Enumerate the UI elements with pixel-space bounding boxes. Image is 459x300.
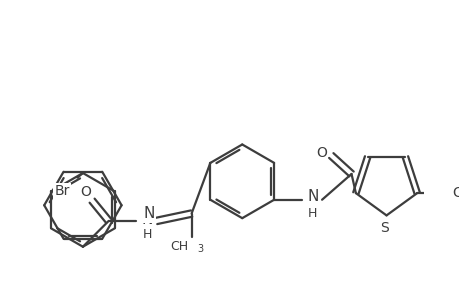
Text: N: N (307, 190, 318, 205)
Text: 3: 3 (197, 244, 203, 254)
Text: N: N (143, 206, 154, 221)
Text: H: H (308, 207, 317, 220)
Text: Br: Br (55, 184, 70, 198)
Text: H: H (142, 228, 152, 241)
Text: N: N (141, 212, 153, 226)
Text: CH: CH (169, 240, 187, 253)
Text: S: S (380, 221, 388, 235)
Text: O: O (315, 146, 326, 160)
Text: O: O (80, 185, 91, 199)
Text: Cl: Cl (451, 186, 459, 200)
